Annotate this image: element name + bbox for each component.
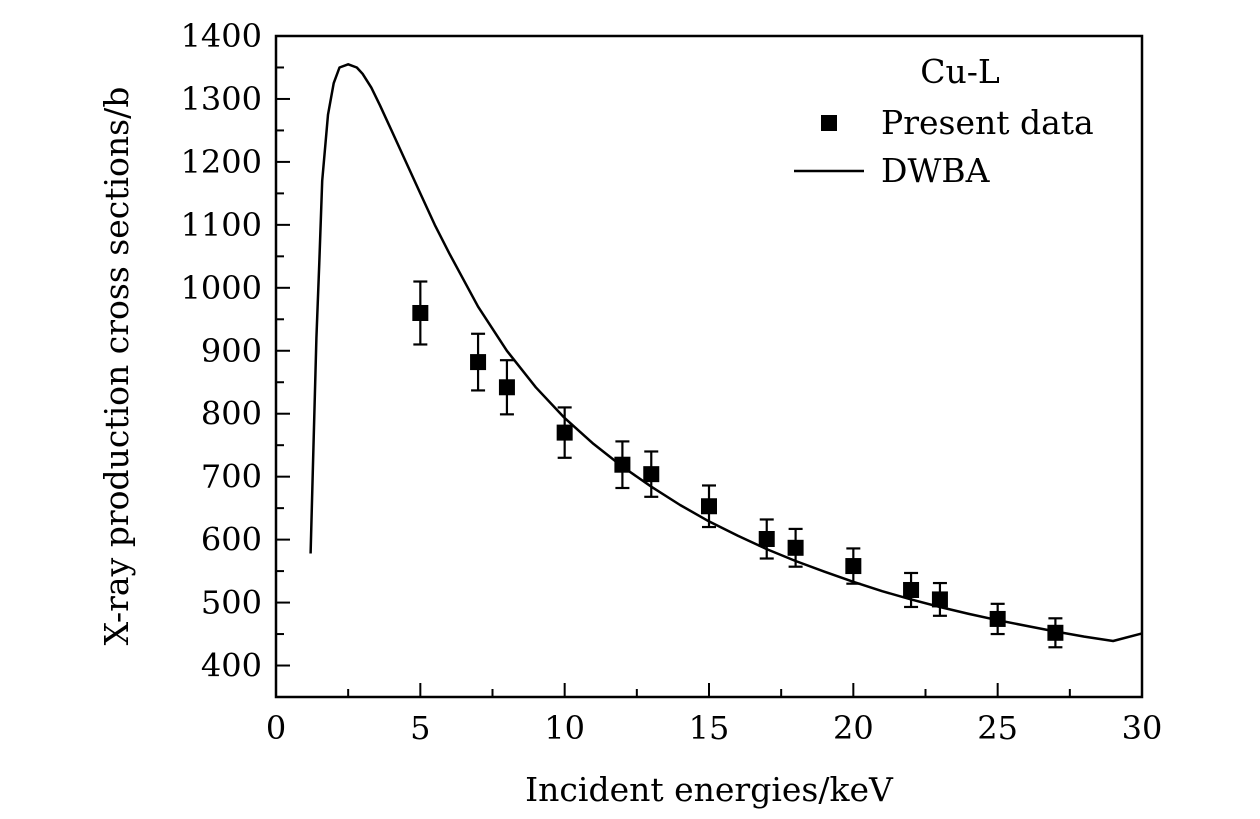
series-layer	[309, 63, 1143, 649]
data-point-marker	[498, 379, 515, 396]
data-point-group	[614, 440, 631, 490]
dwba-curve	[309, 63, 1143, 643]
y-tick-label: 600	[201, 521, 262, 559]
x-tick-label: 0	[266, 709, 286, 747]
y-tick-label: 500	[201, 584, 262, 622]
data-point-group	[787, 527, 804, 568]
y-axis-label: X-ray production cross sections/b	[97, 87, 136, 646]
y-tick-label: 400	[201, 647, 262, 685]
data-point-group	[903, 571, 920, 609]
legend: Cu-L Present data DWBA	[794, 52, 1094, 190]
data-point-marker	[903, 581, 920, 598]
data-point-group	[758, 518, 775, 560]
data-point-group	[643, 450, 660, 498]
x-tick-label: 5	[410, 709, 430, 747]
axis-ticks	[275, 35, 1143, 697]
data-point-group	[931, 581, 948, 617]
y-tick-label: 1000	[181, 269, 262, 307]
y-tick-label: 1400	[181, 17, 262, 55]
data-point-marker	[758, 530, 775, 547]
data-point-group	[701, 484, 717, 529]
data-point-group	[845, 547, 862, 585]
x-axis-label: Incident energies/keV	[525, 770, 894, 809]
data-point-marker	[556, 424, 573, 441]
data-point-marker	[787, 539, 804, 556]
data-point-marker	[931, 591, 948, 608]
y-tick-labels: 400 500 600 700 800 900 1000 1100 1200 1300 1400	[181, 17, 262, 685]
legend-label-dwba: DWBA	[881, 151, 991, 190]
y-tick-label: 1100	[181, 206, 262, 244]
y-tick-label: 900	[201, 332, 262, 370]
x-tick-labels: 0 5 10 15 20 25 30	[266, 709, 1163, 747]
y-tick-label: 700	[201, 458, 262, 496]
y-tick-label: 1200	[181, 143, 262, 181]
data-point-group	[989, 602, 1006, 636]
data-point-marker	[701, 498, 717, 515]
legend-marker-present-data	[821, 115, 837, 131]
data-point-group	[470, 332, 487, 392]
legend-title: Cu-L	[920, 52, 1000, 91]
x-tick-label: 15	[689, 709, 730, 747]
data-point-marker	[470, 354, 487, 371]
data-point-group	[412, 280, 429, 346]
data-point-marker	[614, 456, 631, 473]
data-point-marker	[989, 610, 1006, 627]
data-point-group	[498, 359, 515, 416]
data-point-marker	[643, 466, 660, 483]
legend-label-present-data: Present data	[881, 103, 1094, 142]
x-tick-label: 30	[1122, 709, 1163, 747]
x-tick-label: 10	[544, 709, 585, 747]
data-point-marker	[1047, 624, 1064, 641]
y-tick-label: 1300	[181, 80, 262, 118]
x-tick-label: 25	[977, 709, 1018, 747]
data-point-group	[556, 406, 573, 459]
y-tick-label: 800	[201, 395, 262, 433]
data-point-group	[1047, 617, 1064, 649]
data-point-marker	[845, 558, 862, 575]
x-tick-label: 20	[833, 709, 874, 747]
data-point-marker	[412, 304, 429, 321]
